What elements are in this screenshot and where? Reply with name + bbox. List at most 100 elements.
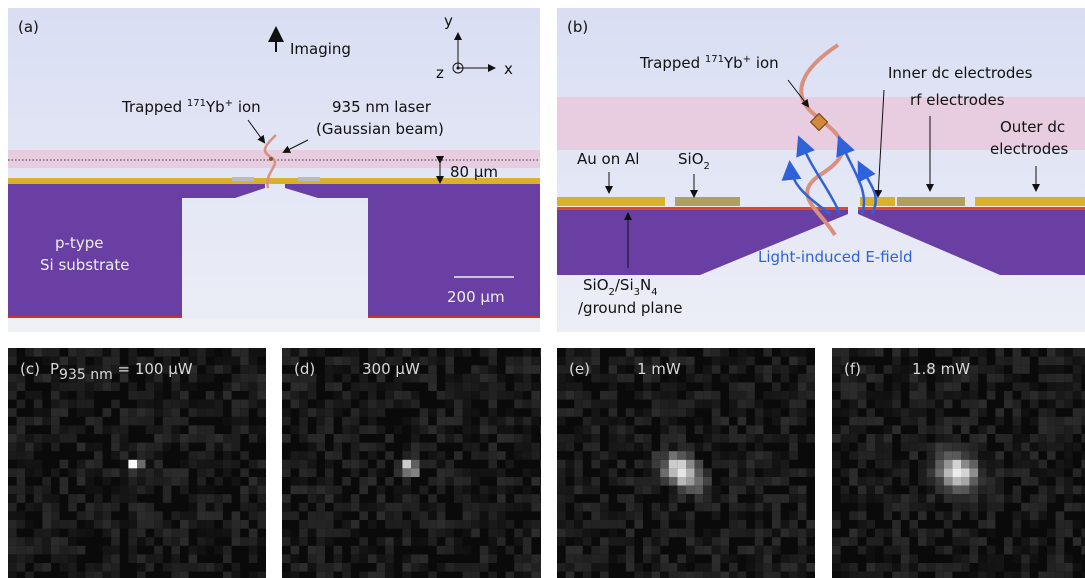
pixel [8,528,17,538]
pixel [25,571,34,578]
pixel [350,468,360,477]
pixel [307,511,317,520]
pixel [290,537,300,546]
pixel [419,408,429,417]
pixel [128,348,137,357]
pixel [797,554,807,563]
pixel [943,425,953,434]
pixel [248,382,258,391]
pixel [668,408,678,417]
pixel [316,416,325,426]
pixel [1021,537,1030,546]
pixel [162,485,172,495]
pixel [832,451,841,460]
pixel [875,571,884,578]
pixel [411,391,420,400]
pixel [51,511,60,520]
pixel [51,356,60,366]
pixel [737,434,747,443]
pixel [797,416,807,426]
pixel [68,571,77,578]
pixel [969,459,979,469]
pixel [411,537,420,546]
pixel [729,485,738,495]
pixel [299,373,308,383]
pixel [643,434,652,443]
pixel [1004,399,1013,409]
pixel [180,434,189,443]
pixel [772,434,781,443]
pixel [892,563,901,572]
pixel [720,537,729,546]
pixel [333,434,343,443]
pixel [402,477,411,486]
pixel [1047,494,1056,503]
pixel [350,442,360,452]
pixel [711,425,721,434]
pixel [428,373,437,383]
pixel [51,434,60,443]
pixel [1064,502,1073,512]
pixel [789,382,798,391]
electrode-layer [8,178,540,184]
pixel [1038,442,1047,452]
pixel [1004,468,1013,477]
pixel [574,537,583,546]
pixel [557,391,566,400]
pixel [119,365,129,374]
pixel [995,356,1004,366]
pixel [128,391,137,400]
pixel [789,442,798,452]
pixel [995,502,1004,512]
pixel [290,563,300,572]
pixel [763,554,772,563]
pixel [582,434,592,443]
pixel [737,502,747,512]
pixel [42,537,51,546]
pixel [514,563,523,572]
pixel [411,365,420,374]
rf-label: rf electrodes [910,91,1005,109]
axis-label: z [436,64,444,82]
pixel [1021,545,1030,555]
pixel [333,399,343,409]
pixel [171,416,180,426]
pixel [1004,537,1013,546]
pixel [1081,485,1085,495]
pixel [772,468,781,477]
pixel [428,451,437,460]
pixel [231,425,241,434]
pixel [1004,434,1013,443]
pixel [214,528,223,538]
pixel [711,554,721,563]
pixel [806,468,815,477]
pixel [385,477,394,486]
pixel [145,365,155,374]
pixel [729,477,738,486]
pixel [668,528,678,538]
pixel [1012,451,1022,460]
pixel [445,520,454,529]
pixel [428,477,437,486]
pixel [33,391,43,400]
pixel [711,434,721,443]
pixel [488,571,497,578]
pixel [197,545,206,555]
pixel [625,494,635,503]
pixel [986,571,996,578]
pixel [711,451,721,460]
pixel [197,408,206,417]
pixel [119,451,129,460]
ion-images: (c) P935 nm = 100 μW (d) 300 μW (e) 1 mW (f) 1.… [8,348,1085,578]
pixel [643,382,652,391]
pixel [582,528,592,538]
pixel [772,563,781,572]
pixel [16,545,26,555]
pixel [436,468,446,477]
pixel [359,502,368,512]
pixel [634,511,643,520]
pixel [350,382,360,391]
pixel [797,382,807,391]
pixel [428,459,437,469]
pixel [16,554,26,563]
